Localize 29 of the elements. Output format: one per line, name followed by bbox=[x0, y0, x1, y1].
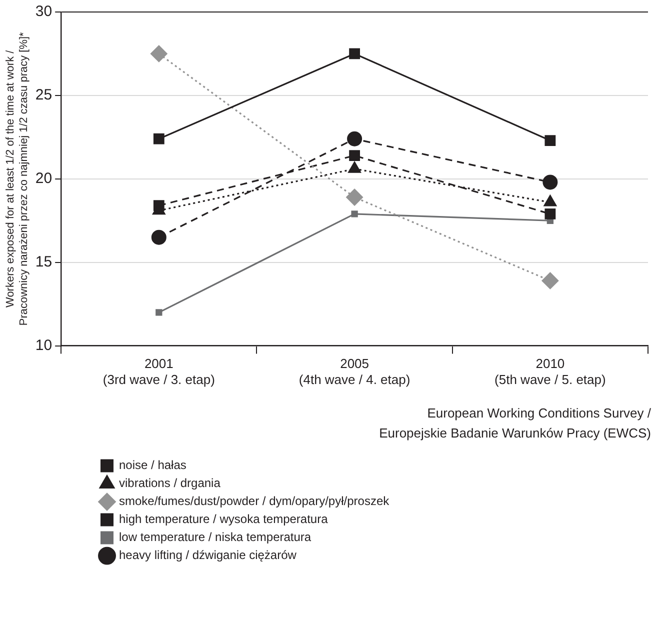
x-tick-label: 2005 (4th wave / 4. etap) bbox=[298, 356, 410, 387]
y-tick-label: 10 bbox=[35, 336, 52, 354]
legend-label: noise / hałas bbox=[119, 458, 186, 472]
point bbox=[542, 272, 559, 290]
point bbox=[349, 48, 360, 60]
point bbox=[542, 174, 558, 190]
point bbox=[156, 309, 162, 316]
point bbox=[346, 188, 364, 206]
point bbox=[150, 45, 168, 62]
point bbox=[153, 133, 164, 144]
point bbox=[349, 150, 360, 161]
point bbox=[151, 230, 166, 245]
point bbox=[351, 210, 358, 218]
y-tick-label: 25 bbox=[35, 86, 52, 104]
point bbox=[544, 135, 556, 146]
legend-label: vibrations / drgania bbox=[119, 476, 221, 490]
x-tick-label: 2010 (5th wave / 5. etap) bbox=[494, 356, 606, 387]
x-tick-label: 2001 (3rd wave / 3. etap) bbox=[102, 356, 215, 387]
legend-label: smoke/fumes/dust/powder / dym/opary/pył/proszek bbox=[119, 494, 390, 508]
y-tick-label: 30 bbox=[35, 3, 52, 20]
legend-label: high temperature / wysoka temperatura bbox=[119, 512, 328, 526]
legend-label: heavy lifting / dźwiganie ciężarów bbox=[119, 548, 297, 562]
y-tick-label: 20 bbox=[35, 170, 52, 188]
legend-label: low temperature / niska temperatura bbox=[119, 530, 312, 544]
point bbox=[544, 208, 556, 220]
point bbox=[347, 131, 362, 146]
y-axis-title: Workers exposed for at least 1/2 of the time at work / Pracownicy narażeni przez co najmniej 1/2 czasu pracy [%]* bbox=[4, 31, 30, 326]
y-tick-label: 15 bbox=[35, 253, 52, 270]
text: European Working Conditions Survey / Europejskie Badanie Warunków Pracy (EWCS) bbox=[379, 405, 652, 440]
